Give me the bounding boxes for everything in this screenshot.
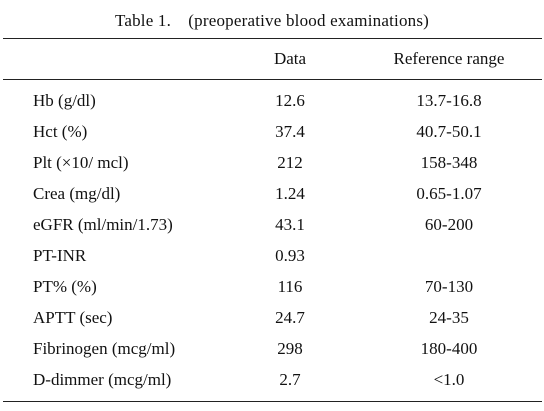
row-reference-range: 24-35 — [429, 308, 469, 327]
row-reference-range: 70-130 — [424, 277, 474, 296]
row-label: Plt (×10/ mcl) — [33, 153, 129, 172]
row-label: Hb (g/dl) — [33, 91, 96, 110]
header-data: Data — [273, 49, 307, 68]
row-label: APTT (sec) — [33, 308, 113, 327]
row-data-value: 24.7 — [275, 308, 305, 327]
row-label: eGFR (ml/min/1.73) — [33, 215, 173, 234]
row-reference-range: <1.0 — [433, 370, 465, 389]
row-reference-range: 0.65-1.07 — [416, 184, 482, 203]
row-data-value: 116 — [277, 277, 303, 296]
row-data-value: 12.6 — [275, 91, 305, 110]
header-reference-range: Reference range — [393, 49, 505, 68]
row-data-value: 37.4 — [275, 122, 305, 141]
row-data-value: 43.1 — [275, 215, 305, 234]
row-label: Hct (%) — [33, 122, 88, 141]
row-label: PT% (%) — [33, 277, 97, 296]
row-reference-range: 158-348 — [420, 153, 478, 172]
table-bottom-rule — [3, 401, 542, 402]
row-label: Fibrinogen (mcg/ml) — [33, 339, 176, 358]
row-data-value: 0.93 — [275, 246, 305, 265]
table-caption: Table 1. (preoperative blood examination… — [114, 11, 430, 30]
row-label: Crea (mg/dl) — [33, 184, 121, 203]
row-data-value: 298 — [277, 339, 303, 358]
row-data-value: 1.24 — [275, 184, 305, 203]
table-top-rule — [3, 38, 542, 39]
row-label: D-dimmer (mcg/ml) — [33, 370, 172, 389]
table-header-rule — [3, 79, 542, 80]
row-reference-range: 60-200 — [424, 215, 474, 234]
row-data-value: 2.7 — [279, 370, 301, 389]
row-label: PT-INR — [33, 246, 87, 265]
row-data-value: 212 — [277, 153, 303, 172]
row-reference-range: 13.7-16.8 — [416, 91, 482, 110]
row-reference-range: 40.7-50.1 — [416, 122, 482, 141]
row-reference-range: 180-400 — [420, 339, 478, 358]
